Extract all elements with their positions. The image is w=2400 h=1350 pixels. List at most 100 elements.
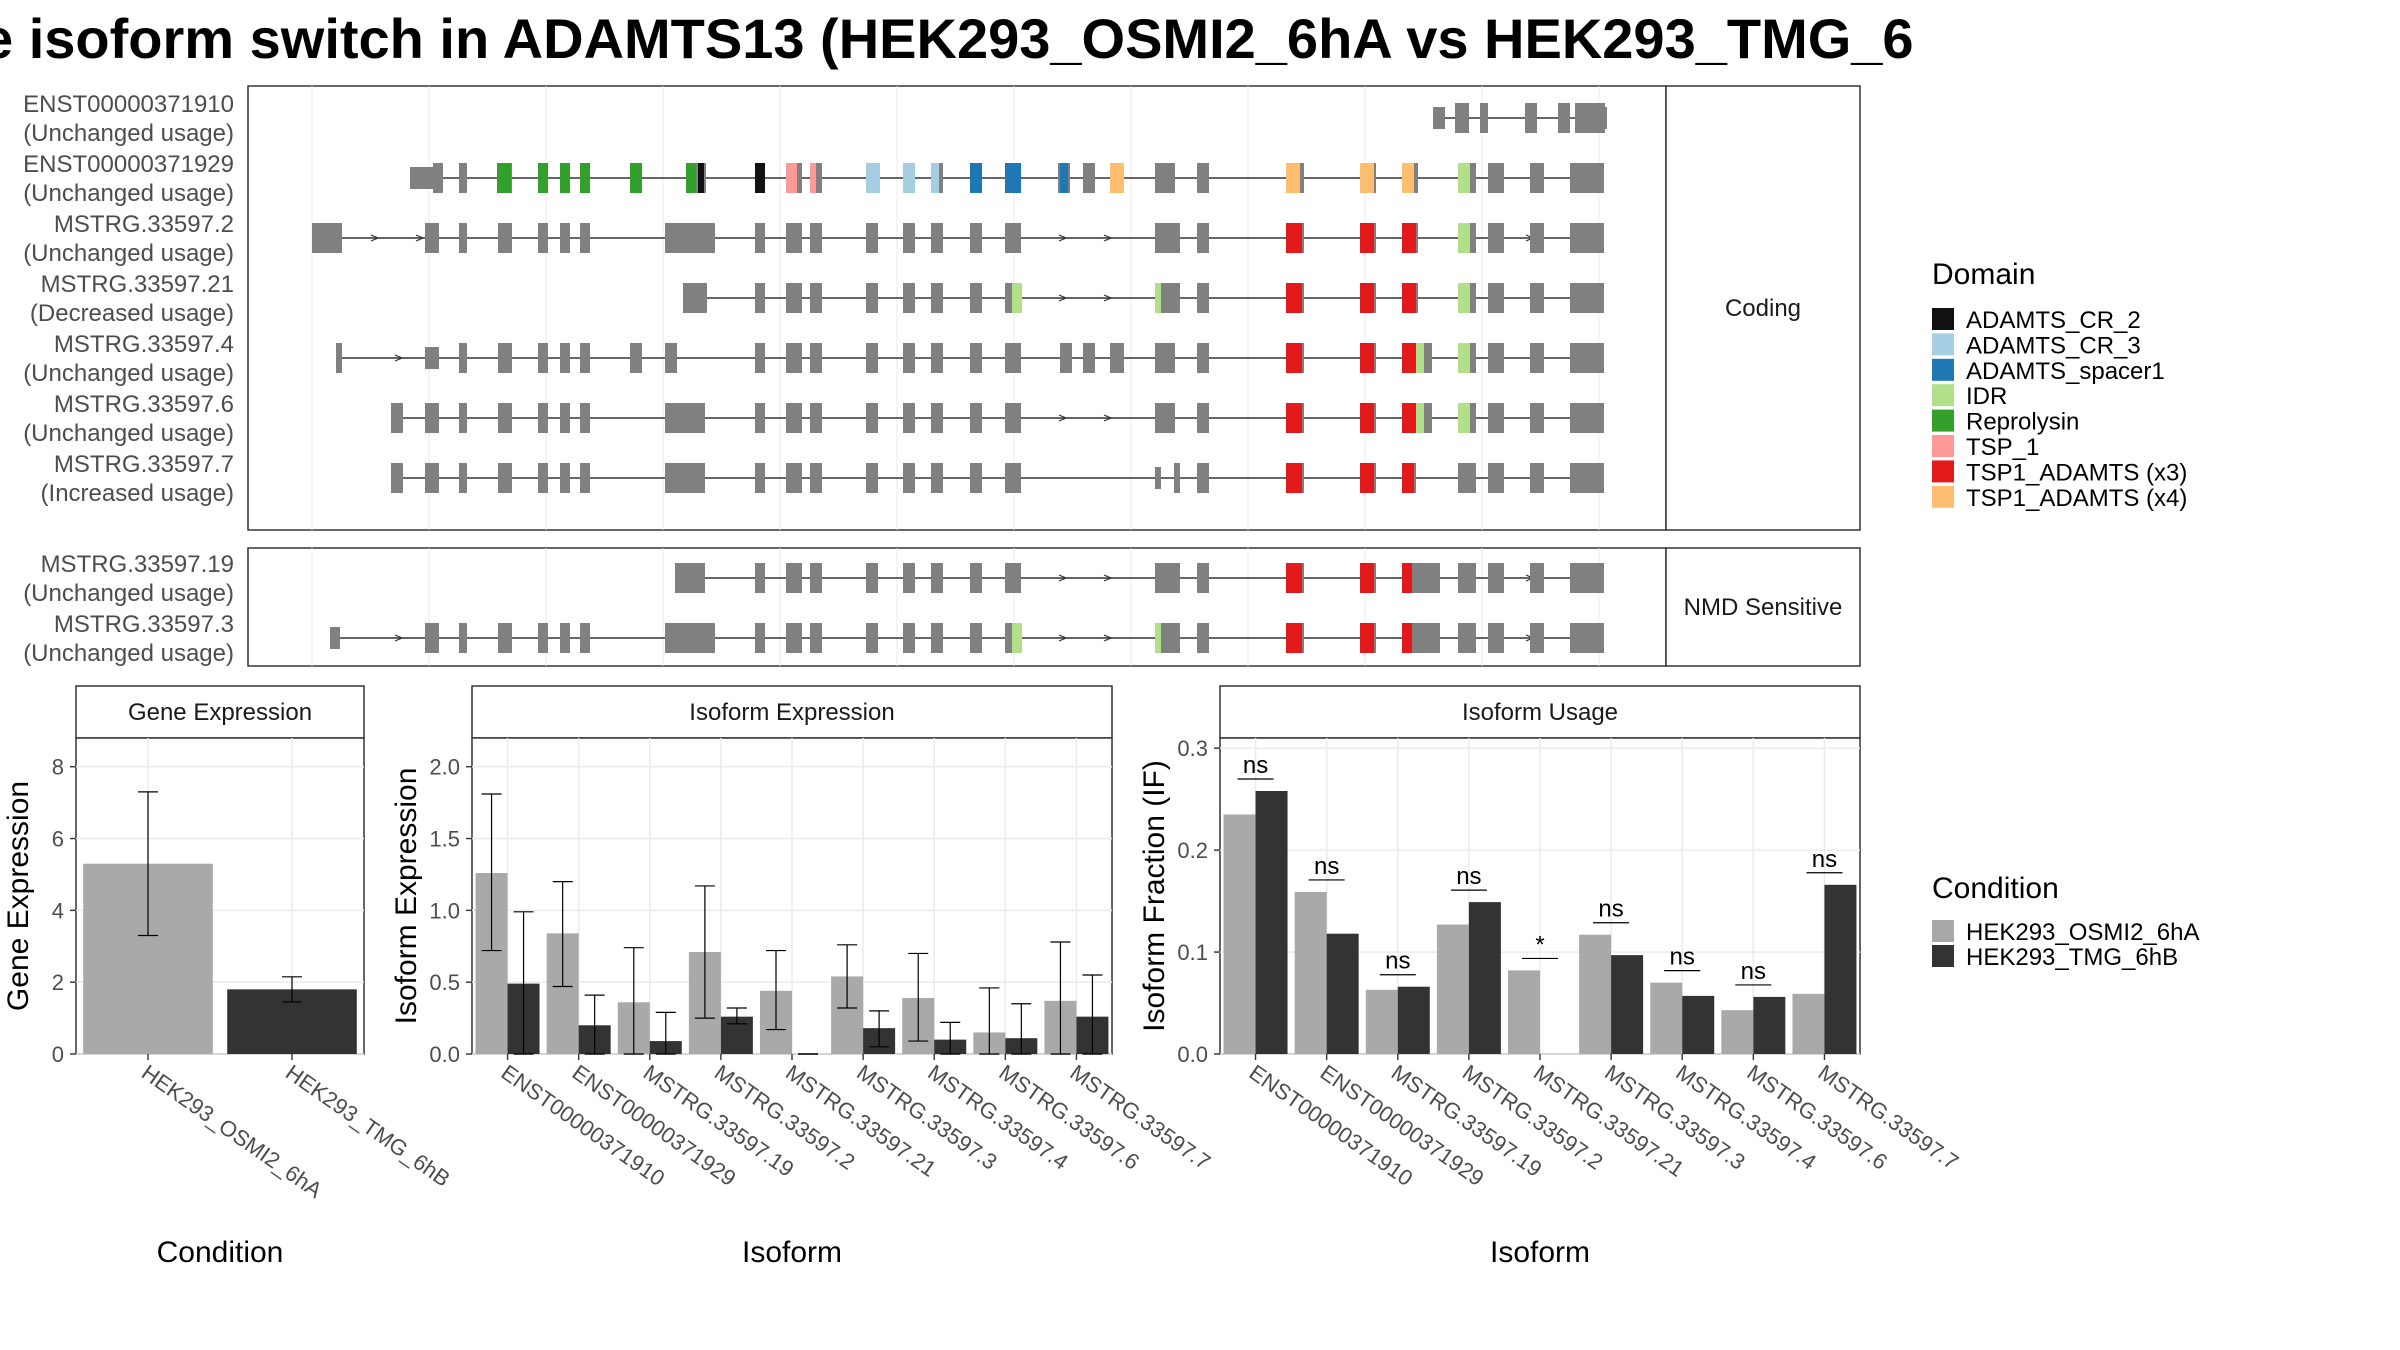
legend-key-reprolysin (1932, 409, 1954, 432)
exon (425, 403, 439, 433)
domain-adamts-spacer1 (1060, 163, 1068, 193)
legend-key-tsp-1 (1932, 435, 1954, 457)
exon (665, 623, 715, 653)
exon (1197, 623, 1209, 653)
direction-arrow (1103, 414, 1113, 422)
isoform-id-label: ENST00000371929 (23, 151, 234, 178)
domain-idr (1458, 403, 1470, 433)
domain-reprolysin (560, 163, 570, 193)
exon (755, 403, 765, 433)
exon (1005, 563, 1021, 593)
condition-legend-title: Condition (1932, 872, 2059, 905)
direction-arrow (1058, 294, 1068, 302)
exon (903, 223, 915, 253)
isoform-usage-label: (Unchanged usage) (23, 640, 234, 667)
exon (665, 463, 705, 493)
exon (459, 623, 467, 653)
bar (1326, 933, 1359, 1054)
direction-arrow (1058, 234, 1068, 242)
exon (336, 343, 342, 373)
panel-strip (1219, 685, 1861, 739)
isoform-id-label: MSTRG.33597.21 (41, 271, 234, 298)
exon (560, 623, 570, 653)
isoform-usage-label: (Increased usage) (41, 480, 234, 507)
bar (1255, 791, 1288, 1054)
domain-idr (1155, 283, 1161, 313)
exon (1433, 107, 1445, 129)
exon (580, 463, 590, 493)
domain-legend-title: Domain (1932, 258, 2035, 291)
exon (665, 223, 715, 253)
exon (560, 343, 570, 373)
exon (786, 623, 802, 653)
exon (970, 563, 982, 593)
x-axis-title: Condition (157, 1236, 284, 1269)
exon (1530, 163, 1544, 193)
domain-tsp1-adamts-x3 (1360, 623, 1374, 653)
bar (1753, 996, 1786, 1054)
domain-idr (1458, 283, 1470, 313)
bar (1721, 1010, 1754, 1054)
x-axis-title: Isoform (742, 1236, 842, 1269)
domain-reprolysin (630, 163, 642, 193)
y-tick-label: 0.0 (1177, 1042, 1208, 1067)
exon (1197, 223, 1209, 253)
exon (683, 283, 707, 313)
exon (866, 623, 878, 653)
y-tick-label: 1.5 (429, 827, 460, 852)
y-axis-title: Isoform Expression (390, 768, 423, 1025)
legend-key-adamts-cr-3 (1932, 333, 1954, 356)
legend-key-tsp1-adamts-x3 (1932, 460, 1954, 483)
exon (1488, 563, 1504, 593)
exon (498, 223, 512, 253)
bar (1650, 982, 1683, 1054)
exon (1155, 403, 1175, 433)
domain-idr (1416, 343, 1424, 373)
domain-tsp1-adamts-x3 (1360, 563, 1374, 593)
isoform-usage-label: (Unchanged usage) (23, 580, 234, 607)
domain-tsp1-adamts-x3 (1286, 283, 1302, 313)
bar-panels: Gene Expression 0 2 4 6 8 Gene Expression Condi… (2, 685, 1963, 1269)
exon (560, 463, 570, 493)
isoform-usage-label: (Decreased usage) (30, 300, 234, 327)
exon (931, 623, 943, 653)
legend-label-adamts-spacer1: ADAMTS_spacer1 (1966, 358, 2165, 385)
exon (1570, 223, 1604, 253)
legend-label-tsp1-adamts-x3: TSP1_ADAMTS (x3) (1966, 459, 2187, 486)
direction-arrow (370, 234, 380, 242)
exon (1570, 283, 1604, 313)
domain-idr (1155, 623, 1161, 653)
y-tick-label: 4 (52, 898, 64, 923)
exon (755, 563, 765, 593)
exon (1488, 463, 1504, 493)
exon (866, 463, 878, 493)
y-tick-label: 0.0 (429, 1042, 460, 1067)
significance-label: ns (1812, 846, 1837, 873)
exon (459, 343, 467, 373)
exon (1488, 163, 1504, 193)
exon (1155, 163, 1175, 193)
exon (1410, 563, 1440, 593)
exon (1530, 623, 1544, 653)
exon (931, 463, 943, 493)
significance-label: ns (1385, 948, 1410, 975)
exon (580, 403, 590, 433)
exon (810, 623, 822, 653)
isoform-id-label: ENST00000371910 (23, 91, 234, 118)
y-tick-label: 0.3 (1177, 736, 1208, 761)
group-strip (1665, 85, 1861, 531)
exon (1488, 343, 1504, 373)
bar (1508, 970, 1540, 1054)
exon (391, 463, 403, 493)
group-strip-label: Coding (1725, 295, 1801, 322)
exon (786, 403, 802, 433)
direction-arrow (1103, 294, 1113, 302)
exon (580, 343, 590, 373)
exon (665, 403, 705, 433)
exon (1530, 223, 1544, 253)
domain-idr (1458, 163, 1470, 193)
domain-tsp1-adamts-x3 (1360, 343, 1374, 373)
exon (755, 223, 765, 253)
exon (1174, 563, 1180, 593)
exon (1570, 463, 1604, 493)
